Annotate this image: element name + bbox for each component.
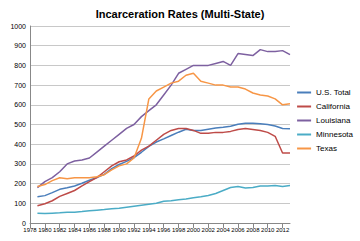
svg-text:2006: 2006 <box>231 227 245 233</box>
svg-text:1996: 1996 <box>157 227 171 233</box>
svg-text:Incarceration Rates (Multi-Sta: Incarceration Rates (Multi-State) <box>96 8 265 20</box>
svg-text:300: 300 <box>14 160 26 167</box>
svg-text:0: 0 <box>22 220 26 227</box>
svg-text:1978: 1978 <box>23 227 37 233</box>
svg-text:Minnesota: Minnesota <box>316 130 353 139</box>
svg-text:1984: 1984 <box>68 227 82 233</box>
svg-text:1988: 1988 <box>98 227 112 233</box>
svg-text:Louisiana: Louisiana <box>316 116 351 125</box>
svg-text:400: 400 <box>14 141 26 148</box>
svg-text:200: 200 <box>14 180 26 187</box>
svg-text:1982: 1982 <box>53 227 67 233</box>
svg-text:1980: 1980 <box>38 227 52 233</box>
svg-text:500: 500 <box>14 121 26 128</box>
svg-text:2010: 2010 <box>261 227 275 233</box>
svg-text:1998: 1998 <box>172 227 186 233</box>
svg-text:2008: 2008 <box>246 227 260 233</box>
svg-text:California: California <box>316 102 350 111</box>
svg-text:800: 800 <box>14 62 26 69</box>
svg-text:900: 900 <box>14 42 26 49</box>
svg-text:1992: 1992 <box>127 227 141 233</box>
svg-text:1000: 1000 <box>10 23 26 30</box>
svg-text:100: 100 <box>14 200 26 207</box>
svg-text:2012: 2012 <box>276 227 290 233</box>
svg-text:2000: 2000 <box>187 227 201 233</box>
svg-text:2002: 2002 <box>202 227 216 233</box>
svg-text:2004: 2004 <box>216 227 230 233</box>
svg-text:700: 700 <box>14 82 26 89</box>
svg-text:1986: 1986 <box>83 227 97 233</box>
svg-text:1994: 1994 <box>142 227 156 233</box>
svg-text:U.S. Total: U.S. Total <box>316 88 351 97</box>
svg-text:1990: 1990 <box>112 227 126 233</box>
svg-text:600: 600 <box>14 101 26 108</box>
svg-text:Texas: Texas <box>316 144 337 153</box>
